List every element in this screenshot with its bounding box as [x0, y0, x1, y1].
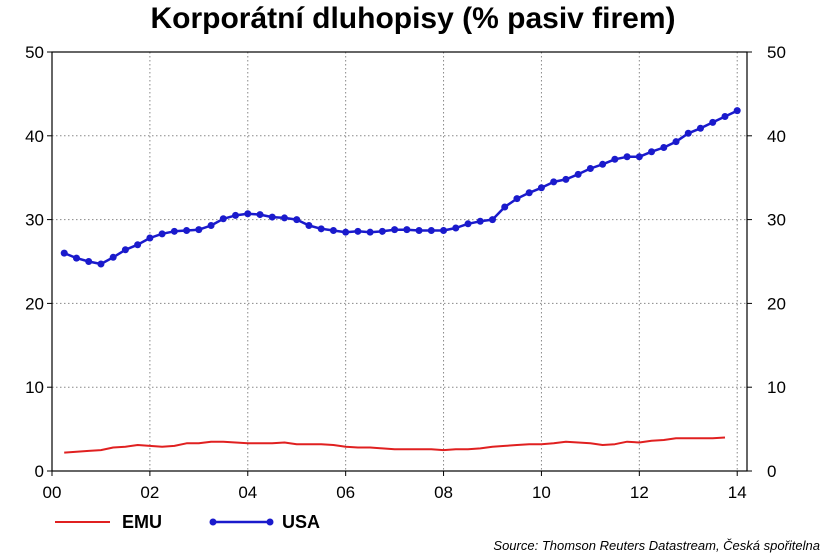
data-point-usa — [709, 118, 717, 126]
y-tick-label-left: 50 — [25, 43, 44, 62]
data-point-usa — [134, 241, 142, 249]
chart-title: Korporátní dluhopisy (% pasiv firem) — [150, 2, 675, 35]
data-point-usa — [366, 228, 374, 236]
data-point-usa — [697, 124, 705, 132]
data-point-usa — [244, 210, 252, 218]
x-tick-label: 00 — [43, 483, 62, 502]
data-point-usa — [195, 226, 203, 234]
y-tick-label-left: 10 — [25, 378, 44, 397]
data-point-usa — [611, 155, 619, 163]
y-tick-label-right: 50 — [767, 43, 786, 62]
data-point-usa — [415, 226, 423, 234]
data-point-usa — [562, 175, 570, 183]
series-line-usa — [63, 109, 738, 266]
x-tick-label: 12 — [630, 483, 649, 502]
data-point-usa — [403, 226, 411, 234]
data-point-usa — [109, 253, 117, 261]
data-point-usa — [464, 220, 472, 228]
gridlines — [51, 52, 747, 471]
data-point-usa — [574, 170, 582, 178]
series-line-emu — [64, 436, 726, 454]
data-point-usa — [85, 258, 93, 265]
legend-item-usa: USA — [209, 512, 320, 532]
data-point-usa — [158, 230, 166, 238]
data-point-usa — [525, 189, 533, 197]
x-tick-label: 06 — [336, 483, 355, 502]
data-point-usa — [60, 249, 68, 257]
y-tick-label-right: 30 — [767, 211, 786, 230]
data-point-usa — [268, 213, 276, 221]
data-point-usa — [183, 226, 191, 234]
data-point-usa — [599, 160, 607, 168]
data-point-usa — [342, 228, 350, 236]
data-point-usa — [537, 184, 545, 192]
x-tick-label: 04 — [238, 483, 257, 502]
data-point-usa — [293, 216, 301, 224]
data-point-usa — [721, 113, 729, 121]
legend: EMU USA — [55, 512, 320, 532]
y-tick-label-right: 10 — [767, 378, 786, 397]
data-point-usa — [317, 225, 325, 233]
data-point-usa — [232, 211, 240, 219]
data-point-usa — [648, 148, 656, 156]
data-point-usa — [501, 203, 509, 211]
right-y-axis: 0 10 20 30 40 50 — [747, 43, 786, 481]
data-point-usa — [513, 195, 521, 203]
plot-area — [51, 51, 748, 472]
legend-label-usa: USA — [282, 512, 320, 532]
y-tick-label-left: 0 — [35, 462, 44, 481]
data-point-usa — [146, 234, 154, 242]
y-tick-label-right: 0 — [767, 462, 776, 481]
data-point-usa — [391, 226, 399, 234]
data-point-usa — [329, 226, 337, 234]
y-tick-label-left: 40 — [25, 127, 44, 146]
data-point-usa — [256, 211, 264, 219]
data-point-usa — [733, 107, 741, 115]
left-y-axis: 0 10 20 30 40 50 — [25, 43, 52, 481]
data-point-usa — [219, 215, 227, 223]
x-tick-label: 02 — [140, 483, 159, 502]
data-point-usa — [635, 153, 643, 161]
data-point-usa — [207, 221, 215, 229]
y-tick-label-left: 20 — [25, 294, 44, 313]
data-point-usa — [427, 226, 435, 234]
legend-marker-usa — [266, 518, 274, 526]
y-tick-label-left: 30 — [25, 211, 44, 230]
x-axis: 00 02 04 06 08 10 12 14 — [43, 471, 747, 502]
series-layer — [60, 107, 741, 454]
data-point-usa — [476, 217, 484, 225]
legend-label-emu: EMU — [122, 512, 162, 532]
data-point-usa — [440, 226, 448, 234]
data-point-usa — [550, 178, 558, 186]
data-point-usa — [623, 153, 631, 161]
y-tick-label-right: 20 — [767, 294, 786, 313]
data-point-usa — [170, 227, 178, 235]
data-point-usa — [354, 227, 362, 235]
data-point-usa — [121, 246, 129, 254]
series-usa — [60, 107, 741, 268]
data-point-usa — [280, 214, 288, 222]
data-point-usa — [586, 164, 594, 172]
data-point-usa — [72, 254, 80, 262]
legend-marker-usa — [209, 518, 217, 526]
data-point-usa — [488, 216, 496, 224]
x-tick-label: 14 — [728, 483, 747, 502]
data-point-usa — [672, 138, 680, 146]
data-point-usa — [660, 144, 668, 152]
source-note: Source: Thomson Reuters Datastream, Česk… — [493, 538, 820, 553]
data-point-usa — [378, 227, 386, 235]
legend-item-emu: EMU — [55, 512, 162, 532]
y-tick-label-right: 40 — [767, 127, 786, 146]
x-tick-label: 08 — [434, 483, 453, 502]
x-tick-label: 10 — [532, 483, 551, 502]
series-emu — [64, 436, 726, 454]
data-point-usa — [684, 129, 692, 137]
data-point-usa — [97, 260, 105, 268]
data-point-usa — [305, 221, 313, 229]
data-point-usa — [452, 224, 460, 232]
